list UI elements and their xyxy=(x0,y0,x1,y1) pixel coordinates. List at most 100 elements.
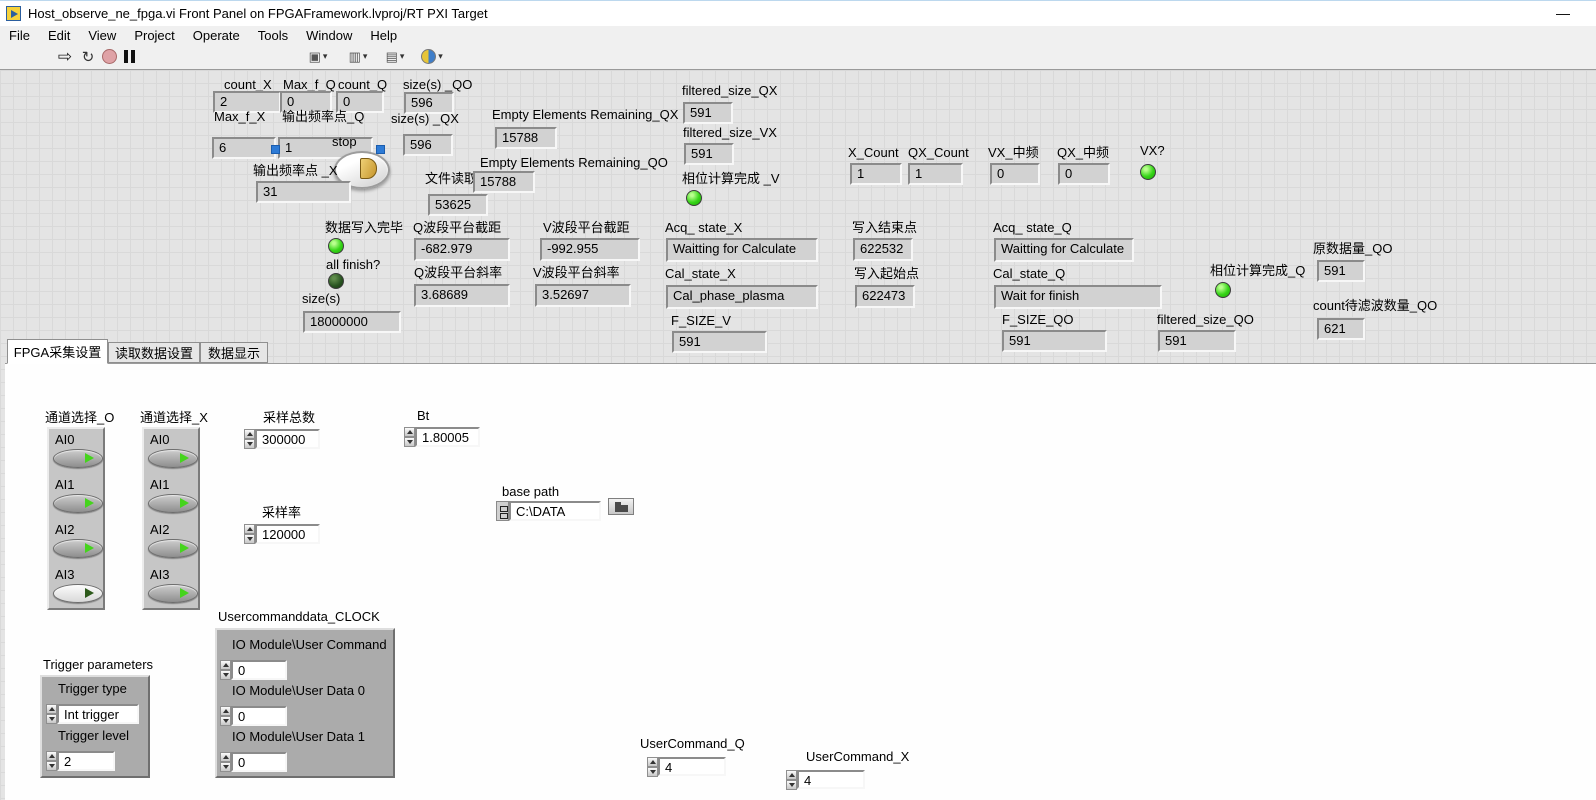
menu-file[interactable]: File xyxy=(9,27,30,43)
run-button-icon[interactable]: ⇨ xyxy=(57,47,73,66)
menu-view[interactable]: View xyxy=(88,27,117,43)
menu-project[interactable]: Project xyxy=(134,27,175,43)
run-continuous-icon[interactable]: ↻ xyxy=(81,48,95,66)
filtered-size-qo-label: filtered_size_QO xyxy=(1157,312,1254,327)
all-finish-label: all finish? xyxy=(326,257,381,272)
browse-button[interactable] xyxy=(608,498,634,515)
sample-total-control[interactable]: 300000 xyxy=(255,429,320,449)
labview-vi-icon xyxy=(6,6,21,21)
bt-spinner[interactable] xyxy=(404,427,415,447)
channel-select-o-label: 通道选择_O xyxy=(45,410,115,425)
stop-label: stop xyxy=(332,134,357,149)
channel-o-ai1-label: AI1 xyxy=(55,477,75,492)
menu-bar: File Edit View Project Operate Tools Win… xyxy=(0,26,1596,44)
channel-o-ai3-button[interactable] xyxy=(53,584,103,603)
usercommand-q-control[interactable]: 4 xyxy=(658,757,726,776)
selection-handle[interactable] xyxy=(376,145,385,154)
abort-button[interactable] xyxy=(99,47,119,66)
filtered-size-vx-label: filtered_size_VX xyxy=(683,125,777,140)
out-freq-x-label: 输出频率点 _X xyxy=(253,163,338,178)
phase-done-v-label: 相位计算完成 _V xyxy=(682,171,780,186)
channel-o-ai2-button[interactable] xyxy=(53,539,103,558)
io-user-command-control[interactable]: 0 xyxy=(231,660,287,680)
x-count-indicator: 1 xyxy=(850,163,902,185)
acq-state-q-indicator: Waitting for Calculate xyxy=(994,238,1134,262)
q-intercept-indicator: -682.979 xyxy=(414,238,510,261)
bt-control[interactable]: 1.80005 xyxy=(415,427,480,447)
f-size-qo-label: F_SIZE_QO xyxy=(1002,312,1074,327)
window-title: Host_observe_ne_fpga.vi Front Panel on F… xyxy=(28,6,488,21)
channel-x-ai1-button[interactable] xyxy=(148,494,198,513)
menu-edit[interactable]: Edit xyxy=(47,27,71,43)
cal-state-x-indicator: Cal_phase_plasma xyxy=(666,285,818,309)
io-user-data1-label: IO Module\User Data 1 xyxy=(232,729,365,744)
chevron-down-icon: ▾ xyxy=(322,51,328,61)
channel-x-ai3-button[interactable] xyxy=(148,584,198,603)
raw-data-qo-indicator: 591 xyxy=(1317,260,1365,282)
eer-qx-label: Empty Elements Remaining_QX xyxy=(492,107,679,122)
menu-window[interactable]: Window xyxy=(306,27,353,43)
channel-x-ai0-label: AI0 xyxy=(150,432,170,447)
distribute-objects-icon: ▥ xyxy=(348,48,361,64)
filtered-size-qx-label: filtered_size_QX xyxy=(682,83,778,98)
usercommand-x-control[interactable]: 4 xyxy=(797,770,865,789)
reorder-button[interactable]: ▾ xyxy=(418,47,446,66)
trigger-level-spinner[interactable] xyxy=(46,751,57,771)
selection-handle[interactable] xyxy=(271,145,280,154)
count-q-indicator: 0 xyxy=(336,91,384,113)
trigger-type-spinner[interactable] xyxy=(46,704,57,724)
pause-button[interactable] xyxy=(119,47,139,66)
tab-fpga-acquisition-settings[interactable]: FPGA采集设置 xyxy=(7,339,108,364)
folder-icon xyxy=(615,502,628,512)
chevron-down-icon: ▾ xyxy=(399,51,405,61)
q-intercept-label: Q波段平台截距 xyxy=(413,220,502,235)
channel-x-ai2-button[interactable] xyxy=(148,539,198,558)
max-f-q-label: Max_f_Q xyxy=(283,77,336,92)
qx-count-indicator: 1 xyxy=(908,163,963,185)
size-qx-indicator: 596 xyxy=(403,134,453,156)
v-slope-label: V波段平台斜率 xyxy=(533,265,620,280)
path-type-icon[interactable] xyxy=(496,501,509,521)
align-objects-button[interactable]: ▣ ▾ xyxy=(305,47,331,66)
usercommand-x-spinner[interactable] xyxy=(786,770,797,790)
menu-operate[interactable]: Operate xyxy=(192,27,240,43)
resize-objects-icon: ▤ xyxy=(385,48,398,64)
trigger-type-control[interactable]: Int trigger xyxy=(57,704,139,724)
io-user-data1-control[interactable]: 0 xyxy=(231,752,287,772)
write-end-label: 写入结束点 xyxy=(852,220,918,235)
channel-x-ai0-button[interactable] xyxy=(148,449,198,468)
io-user-command-spinner[interactable] xyxy=(220,660,231,680)
distribute-objects-button[interactable]: ▥ ▾ xyxy=(345,47,371,66)
menu-help[interactable]: Help xyxy=(370,27,398,43)
stop-button-glyph xyxy=(360,158,377,179)
base-path-control[interactable]: C:\DATA xyxy=(509,501,601,521)
io-user-data0-spinner[interactable] xyxy=(220,706,231,726)
io-user-data0-control[interactable]: 0 xyxy=(231,706,287,726)
f-size-v-indicator: 591 xyxy=(672,331,767,353)
sample-total-spinner[interactable] xyxy=(244,429,255,449)
io-user-data1-spinner[interactable] xyxy=(220,752,231,772)
q-slope-indicator: 3.68689 xyxy=(414,284,510,307)
filtered-size-vx-indicator: 591 xyxy=(684,143,734,165)
trigger-level-control[interactable]: 2 xyxy=(57,751,115,771)
vx-led xyxy=(1140,164,1156,180)
cal-state-q-label: Cal_state_Q xyxy=(993,266,1066,281)
channel-o-ai1-button[interactable] xyxy=(53,494,103,513)
sample-rate-spinner[interactable] xyxy=(244,524,255,544)
phase-done-q-label: 相位计算完成_Q xyxy=(1210,263,1306,278)
minimize-button[interactable]: — xyxy=(1556,5,1570,21)
tab-read-data-settings[interactable]: 读取数据设置 xyxy=(108,342,200,363)
raw-data-qo-label: 原数据量_QO xyxy=(1313,241,1393,256)
qx-count-label: QX_Count xyxy=(908,145,969,160)
io-user-command-label: IO Module\User Command xyxy=(232,637,387,652)
max-f-q-indicator: 0 xyxy=(280,91,332,113)
f-size-v-label: F_SIZE_V xyxy=(671,313,731,328)
channel-o-ai0-button[interactable] xyxy=(53,449,103,468)
x-count-label: X_Count xyxy=(848,145,899,160)
resize-objects-button[interactable]: ▤ ▾ xyxy=(382,47,408,66)
size-qx-label: size(s) _QX xyxy=(391,111,459,126)
tab-data-display[interactable]: 数据显示 xyxy=(200,342,268,363)
usercommand-q-spinner[interactable] xyxy=(647,757,658,777)
sample-rate-control[interactable]: 120000 xyxy=(255,524,320,544)
menu-tools[interactable]: Tools xyxy=(257,27,289,43)
